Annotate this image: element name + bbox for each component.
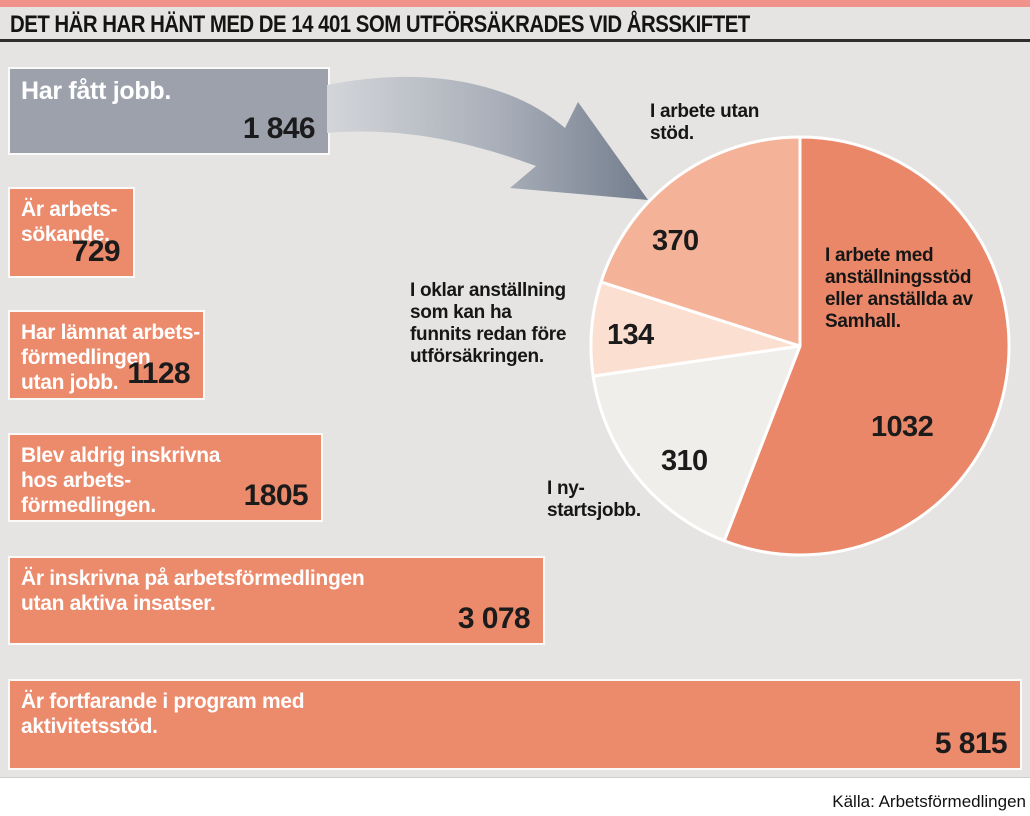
bar-value: 1128 [127,357,190,390]
pie-value-nystartsjobb: 310 [661,445,708,477]
top-accent-strip [0,0,1030,7]
bar-value: 1 846 [242,112,316,145]
title-rule [0,39,1030,42]
pie-value-utan-stod: 370 [652,225,699,257]
bar-item-5: Är fortfarande i program med aktivitetss… [8,679,1022,770]
pie-label-utan-stod: I arbete utan stöd. [650,101,760,144]
pie-value-oklar: 134 [607,319,654,351]
bar-label: Är inskrivna på arbetsförmedlingen utan … [21,567,365,615]
bar-value: 5 815 [934,727,1008,760]
bar-label: Är arbets- sökande. [21,198,118,246]
pie-label-samhall: I arbete med anställningsstöd eller anst… [825,245,973,332]
bar-label: Är fortfarande i program med aktivitetss… [21,690,305,738]
bar-label: Har lämnat arbets- förmedlingen utan job… [21,321,200,394]
bar-value: 1805 [243,479,309,512]
bar-item-1: Är arbets- sökande. 729 [8,187,135,278]
source-credit: Källa: Arbetsförmedlingen [832,792,1026,811]
pie-value-samhall: 1032 [871,411,934,443]
bar-item-4: Är inskrivna på arbetsförmedlingen utan … [8,556,545,645]
page-title: DET HÄR HAR HÄNT MED DE 14 401 SOM UTFÖR… [10,11,750,38]
bar-value: 3 078 [457,602,531,635]
bar-item-3: Blev aldrig inskrivna hos arbets- förmed… [8,433,323,522]
bar-label: Blev aldrig inskrivna hos arbets- förmed… [21,444,221,517]
bar-item-2: Har lämnat arbets- förmedlingen utan job… [8,310,205,400]
pie-label-oklar: I oklar anställning som kan ha funnits r… [410,280,567,367]
bar-label: Har fått jobb. [21,77,171,105]
bar-value: 729 [71,235,121,268]
bar-item-0: Har fått jobb. 1 846 [8,67,330,155]
pie-label-nystartsjobb: I ny- startsjobb. [547,478,641,521]
